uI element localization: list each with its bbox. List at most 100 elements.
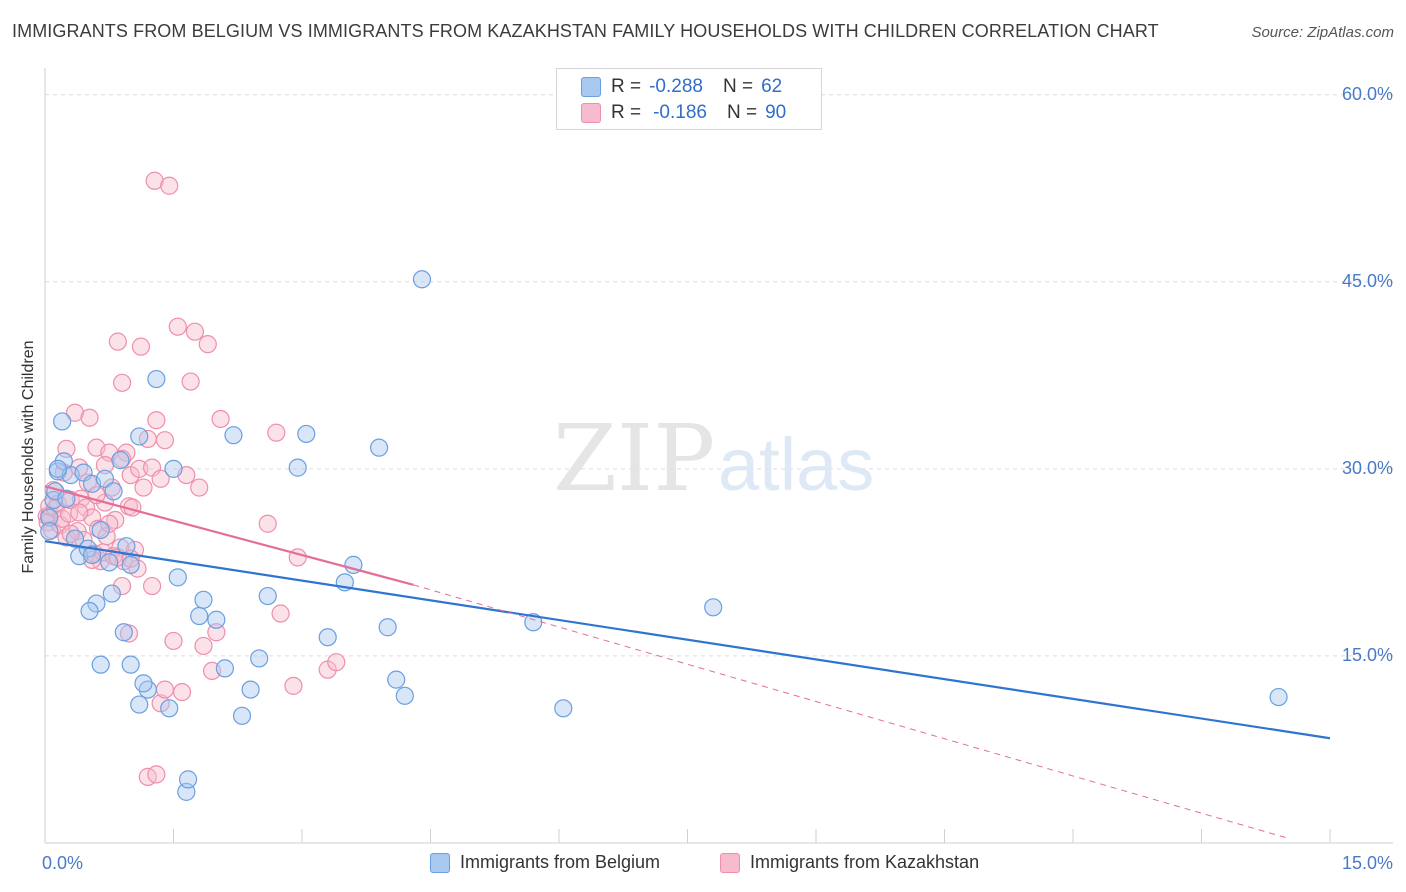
belgium-point [130,427,149,446]
belgium-point [190,606,209,626]
axes-layer [44,68,1393,844]
belgium-point [114,623,133,642]
trend-lines [44,485,1331,839]
belgium-n-value: 62 [761,76,783,97]
belgium-point [194,590,213,609]
y-tick-label: 30.0% [1341,457,1393,478]
y-tick-label: 45.0% [1341,270,1393,291]
y-tick-label: 15.0% [1341,644,1393,665]
belgium-point [65,529,85,548]
belgium-point [370,438,389,457]
y-tick-label: 60.0% [1341,83,1393,104]
kazakhstan-point [172,682,192,702]
belgium-point [83,545,102,565]
legend-item-kazakhstan[interactable]: Immigrants from Kazakhstan [720,852,979,873]
belgium-point [207,610,226,629]
kazakhstan-point [267,423,286,442]
belgium-point [57,489,76,508]
kazakhstan-point [194,636,213,656]
kazakhstan-point [80,408,99,427]
kazakhstan-trend-line-2 [413,584,1288,839]
kazakhstan-point [271,604,290,623]
belgium-swatch [581,77,601,97]
x-tick-label-max: 15.0% [1341,853,1393,873]
kazakhstan-point [151,694,170,713]
kazakhstan-point [134,478,153,497]
belgium-point [80,601,99,621]
kazakhstan-point [151,469,170,488]
belgium-points [40,270,1288,801]
watermark-atlas: atlas [718,423,874,506]
legend-belgium-label: Immigrants from Belgium [460,852,661,872]
kazakhstan-point [198,335,217,354]
belgium-point [40,522,59,541]
kazakhstan-point [112,576,132,596]
kazakhstan-point [258,514,277,533]
belgium-point [224,426,243,445]
kazakhstan-n-value: 90 [765,102,787,123]
belgium-point [704,598,723,617]
belgium-point [215,659,234,678]
kazakhstan-point [147,765,166,784]
belgium-point [232,706,252,725]
bottom-legend: Immigrants from Belgium Immigrants from … [0,852,1406,878]
kazakhstan-point [155,431,175,450]
x-tick-label-min: 0.0% [42,853,84,873]
kazakhstan-point [70,503,89,522]
legend-kazakhstan-label: Immigrants from Kazakhstan [750,852,980,872]
watermark-zip: ZIP [553,405,715,512]
belgium-n-label: N = [722,76,754,97]
kazakhstan-point [181,372,200,391]
belgium-point [100,553,119,572]
kazakhstan-point [65,403,85,422]
belgium-r-value: -0.288 [649,76,703,97]
stats-row-kazakhstan: R = -0.186 N = 90 [581,101,786,125]
watermark: ZIP atlas [553,405,874,512]
belgium-point [147,369,166,389]
belgium-point [258,586,277,606]
belgium-point [554,699,573,718]
belgium-point [53,412,72,431]
belgium-point [1269,687,1288,707]
belgium-r-label: R = [611,76,642,97]
kazakhstan-point [327,653,346,672]
belgium-point [102,584,121,603]
belgium-point [297,424,316,444]
kazakhstan-point [168,317,187,336]
kazakhstan-point [211,409,230,429]
belgium-point [95,469,115,488]
belgium-point [412,270,432,289]
belgium-point [111,451,130,470]
belgium-trend-line-0 [44,540,1331,740]
belgium-point [40,508,59,527]
belgium-point [164,459,183,478]
grid-layer [45,94,1393,657]
kazakhstan-point [155,680,175,699]
belgium-point [168,568,187,587]
kazakhstan-r-value: -0.186 [653,102,707,123]
stats-legend: R = -0.288 N = 62 R = -0.186 N = 90 [556,68,822,130]
belgium-point [91,520,110,540]
belgium-point [160,699,179,718]
belgium-point [250,649,269,668]
legend-kazakhstan-swatch [720,852,740,873]
kazakhstan-point [164,631,183,651]
belgium-point [130,695,149,714]
legend-belgium-swatch [430,852,450,873]
chart-title: IMMIGRANTS FROM BELGIUM VS IMMIGRANTS FR… [12,21,1159,41]
belgium-point [87,594,106,613]
legend-item-belgium[interactable]: Immigrants from Belgium [430,852,660,873]
kazakhstan-n-label: N = [726,102,758,123]
kazakhstan-point [130,459,149,478]
kazakhstan-point [160,176,179,195]
kazakhstan-point [185,322,205,341]
belgium-point [104,482,123,501]
source-label: Source: ZipAtlas.com [1251,24,1394,41]
y-axis-label: Family Households with Children [20,340,37,574]
kazakhstan-trend-line-1 [44,485,414,586]
kazakhstan-point [112,373,132,392]
y-axis-label-wrap: Family Households with Children [17,0,41,892]
kazakhstan-point [147,411,166,430]
belgium-point [378,618,397,637]
